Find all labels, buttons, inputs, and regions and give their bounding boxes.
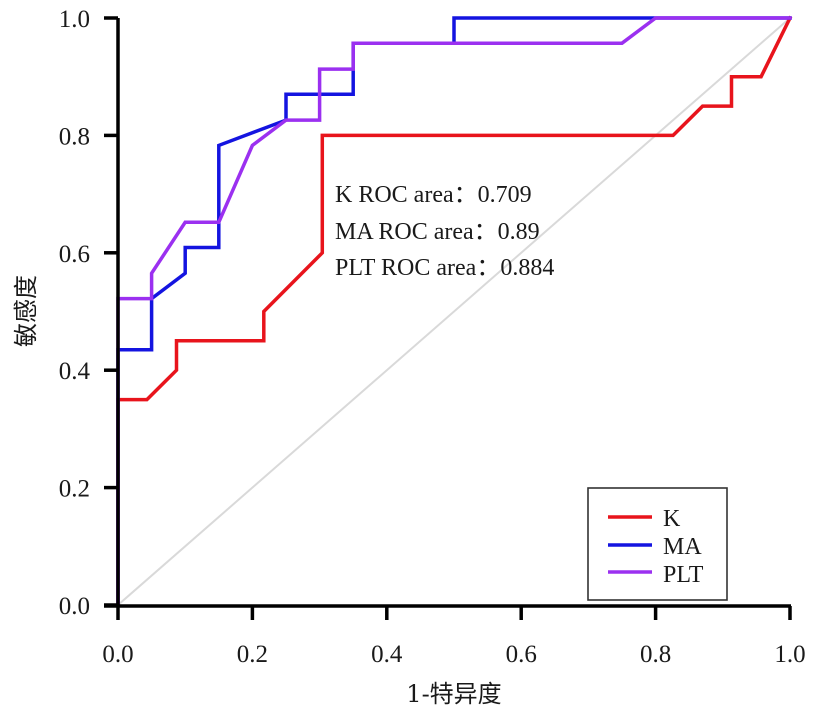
y-tick-label: 1.0 xyxy=(59,6,90,33)
roc-line-k xyxy=(116,15,793,607)
x-tick-label: 0.2 xyxy=(237,641,268,668)
x-tick-label: 1.0 xyxy=(774,641,805,668)
annotation-k-auc: K ROC area：0.709 xyxy=(335,182,532,208)
x-tick-label: 0.8 xyxy=(640,641,671,668)
series-layer xyxy=(116,15,793,607)
y-tick-label: 0.0 xyxy=(59,593,90,620)
annotation-ma-auc: MA ROC area：0.89 xyxy=(335,219,540,245)
ticks-layer: 0.0 0.2 0.4 0.6 0.8 1.0 0.0 0.2 0.4 0.6 0.8 1.0 xyxy=(59,6,806,668)
y-tick-label: 0.8 xyxy=(59,123,90,150)
legend-label-plt: PLT xyxy=(663,562,704,588)
x-tick-label: 0.0 xyxy=(102,641,133,668)
x-axis-title: 1-特异度 xyxy=(406,680,501,708)
reference-diagonal-line xyxy=(117,17,791,606)
y-axis-title: 敏感度 xyxy=(12,275,40,347)
x-tick-label: 0.6 xyxy=(506,641,537,668)
y-tick-label: 0.2 xyxy=(59,476,90,503)
annotation-block: K ROC area：0.709 MA ROC area：0.89 PLT RO… xyxy=(335,182,554,281)
y-tick-label: 0.6 xyxy=(59,241,90,268)
roc-line-plt xyxy=(116,16,792,607)
legend: K MA PLT xyxy=(587,487,728,601)
legend-label-ma: MA xyxy=(663,534,702,560)
annotation-plt-auc: PLT ROC area：0.884 xyxy=(335,255,554,281)
axes-layer xyxy=(104,18,791,608)
legend-label-k: K xyxy=(663,506,681,532)
y-tick-label: 0.4 xyxy=(59,358,91,385)
reference-layer xyxy=(117,17,791,606)
x-tick-label: 0.4 xyxy=(371,641,403,668)
